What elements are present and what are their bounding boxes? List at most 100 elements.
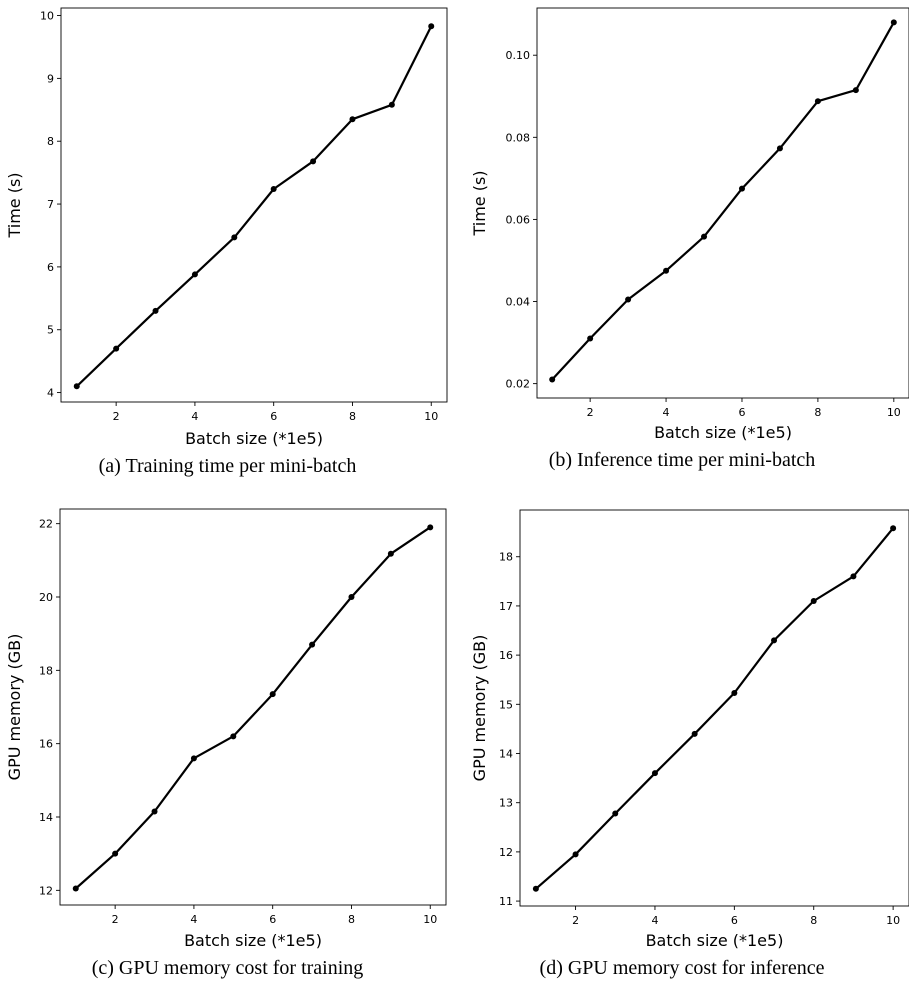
data-point xyxy=(190,755,197,762)
data-point xyxy=(532,885,539,892)
y-tick-label: 18 xyxy=(39,664,53,677)
y-tick-label: 22 xyxy=(39,518,53,531)
y-tick-label: 17 xyxy=(499,600,513,613)
data-point xyxy=(776,145,783,152)
y-tick-label: 16 xyxy=(39,738,53,751)
plot-area-frame xyxy=(59,508,447,906)
data-point xyxy=(348,594,355,600)
y-tick-label: 6 xyxy=(47,261,54,274)
data-point xyxy=(112,850,119,857)
x-tick-label: 8 xyxy=(810,914,817,927)
x-axis-label: Batch size (*1e5) xyxy=(646,931,784,950)
y-tick-label: 5 xyxy=(47,324,54,337)
x-tick-label: 4 xyxy=(651,914,658,927)
y-tick-label: 16 xyxy=(499,649,513,662)
x-tick-label: 10 xyxy=(886,914,900,927)
x-tick-label: 6 xyxy=(269,913,276,926)
y-axis-label: GPU memory (GB) xyxy=(470,635,489,782)
x-tick-label: 4 xyxy=(191,410,198,423)
data-point xyxy=(387,550,394,557)
data-point xyxy=(814,98,821,105)
y-tick-label: 18 xyxy=(499,551,513,564)
plot-area-frame xyxy=(60,7,448,403)
panel-a-training-time: 2 4 6 8 10 4 5 6 7 8 9 10 Batch size (*1e5) Time (s) (… xyxy=(0,0,455,485)
y-tick-label: 11 xyxy=(499,895,513,908)
x-tick-label: 10 xyxy=(424,410,438,423)
data-point xyxy=(310,158,317,165)
chart-svg: 2 4 6 8 10 0.02 0.04 0.06 0.08 0.10 Batch size (*1… xyxy=(470,7,909,471)
panel-caption: (c) GPU memory cost for training xyxy=(92,957,364,979)
data-point xyxy=(612,810,619,817)
chart-svg: 2 4 6 8 10 11 12 13 14 15 16 17 18 Batch size (*1e5) G… xyxy=(470,509,909,979)
data-point xyxy=(852,87,859,94)
data-point xyxy=(691,730,698,737)
data-point xyxy=(625,296,632,303)
x-axis-label: Batch size (*1e5) xyxy=(654,423,792,442)
x-tick-label: 6 xyxy=(270,410,277,423)
y-tick-label: 0.02 xyxy=(506,378,531,391)
data-point xyxy=(269,691,276,698)
panel-b-inference-time: 2 4 6 8 10 0.02 0.04 0.06 0.08 0.10 Batch size (*1… xyxy=(455,0,909,485)
data-point xyxy=(191,271,198,278)
data-point xyxy=(587,335,594,342)
y-tick-label: 12 xyxy=(499,846,513,859)
data-point xyxy=(388,101,395,108)
data-point xyxy=(663,267,670,274)
series-line xyxy=(76,25,433,388)
data-point xyxy=(810,598,817,605)
y-tick-label: 12 xyxy=(39,884,53,897)
y-tick-label: 9 xyxy=(47,72,54,85)
y-tick-label: 13 xyxy=(499,797,513,810)
data-point xyxy=(73,383,80,390)
data-point xyxy=(309,641,316,648)
x-axis-label: Batch size (*1e5) xyxy=(184,931,322,950)
x-tick-label: 2 xyxy=(113,410,120,423)
x-tick-label: 8 xyxy=(814,406,821,419)
data-point xyxy=(349,116,356,123)
data-point xyxy=(151,808,158,815)
data-point xyxy=(230,733,237,740)
data-point xyxy=(428,23,435,30)
data-point xyxy=(731,689,738,696)
x-tick-label: 4 xyxy=(663,406,670,419)
data-point xyxy=(427,524,434,531)
data-point xyxy=(890,19,897,26)
series-line xyxy=(551,21,895,381)
x-axis-label: Batch size (*1e5) xyxy=(185,429,323,448)
plot-area-frame xyxy=(536,7,909,399)
data-point xyxy=(850,573,857,580)
data-point xyxy=(738,185,745,192)
y-tick-label: 4 xyxy=(47,387,54,400)
x-tick-label: 8 xyxy=(348,913,355,926)
x-tick-label: 4 xyxy=(190,913,197,926)
y-tick-label: 14 xyxy=(499,748,513,761)
series-line xyxy=(535,527,894,890)
x-tick-label: 10 xyxy=(423,913,437,926)
chart-svg: 2 4 6 8 10 4 5 6 7 8 9 10 Batch size (*1e5) Time (s) (… xyxy=(5,7,448,477)
y-tick-label: 7 xyxy=(47,198,54,211)
y-axis-label: Time (s) xyxy=(470,170,489,236)
data-point xyxy=(72,885,79,892)
y-tick-label: 0.04 xyxy=(506,296,531,309)
series-line xyxy=(75,526,431,890)
x-tick-label: 10 xyxy=(887,406,901,419)
y-tick-label: 10 xyxy=(40,10,54,23)
x-tick-label: 8 xyxy=(349,410,356,423)
panel-d-gpu-memory-inference: 2 4 6 8 10 11 12 13 14 15 16 17 18 Batch size (*1e5) G… xyxy=(455,490,909,982)
y-tick-label: 20 xyxy=(39,591,53,604)
y-axis-label: Time (s) xyxy=(5,172,24,238)
panel-caption: (d) GPU memory cost for inference xyxy=(540,957,825,979)
y-tick-label: 0.06 xyxy=(506,213,531,226)
y-tick-label: 15 xyxy=(499,698,513,711)
y-tick-label: 0.10 xyxy=(506,49,531,62)
x-tick-label: 6 xyxy=(731,914,738,927)
data-point xyxy=(549,376,556,383)
data-point xyxy=(231,234,238,241)
x-tick-label: 2 xyxy=(112,913,119,926)
y-tick-label: 0.08 xyxy=(506,131,531,144)
panel-c-gpu-memory-training: 2 4 6 8 10 12 14 16 18 20 22 Batch size (*1e5) GPU m… xyxy=(0,490,455,982)
y-tick-label: 8 xyxy=(47,135,54,148)
x-tick-label: 6 xyxy=(738,406,745,419)
data-point xyxy=(270,185,277,192)
